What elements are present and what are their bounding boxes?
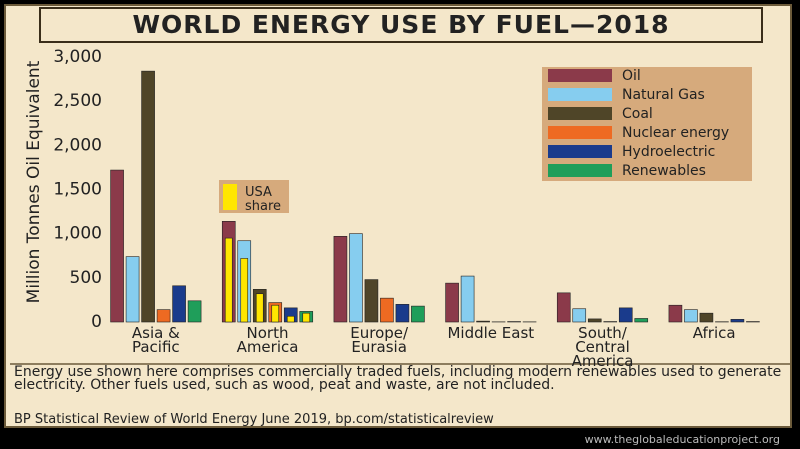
bar: [445, 282, 459, 323]
bar: [411, 305, 425, 323]
bar: [587, 318, 602, 323]
usa-share-bar: [224, 237, 233, 323]
usa-legend-swatch: [223, 184, 237, 210]
legend-label: Hydroelectric: [622, 144, 715, 160]
bar: [668, 304, 683, 323]
legend-swatch: [548, 145, 612, 158]
legend-swatch: [548, 107, 612, 120]
bar: [172, 285, 186, 323]
legend-swatch: [548, 126, 612, 139]
legend-swatch: [548, 164, 612, 177]
bar: [730, 319, 745, 323]
bar: [684, 309, 698, 323]
note: Energy use shown here comprises commerci…: [14, 364, 782, 393]
chart-title: WORLD ENERGY USE BY FUEL—2018: [132, 10, 669, 39]
x-tick-label: South/ Central America: [571, 324, 634, 370]
bar: [634, 318, 649, 323]
y-axis-label: Million Tonnes Oil Equivalent: [24, 60, 44, 303]
bar: [460, 275, 475, 323]
usa-share-bar: [240, 258, 249, 323]
usa-share-bar: [302, 312, 311, 323]
bar: [380, 297, 394, 323]
bar: [364, 279, 379, 323]
y-tick-label: 1,500: [53, 180, 102, 200]
legend-label: Oil: [622, 68, 641, 84]
bar: [141, 70, 155, 323]
bar: [476, 320, 490, 323]
y-tick-label: 500: [70, 268, 102, 288]
bar: [125, 256, 140, 323]
legend-label: Renewables: [622, 163, 706, 179]
x-tick-label: Europe/ Eurasia: [350, 324, 409, 356]
legend-box: [542, 67, 752, 181]
y-tick-label: 3,000: [53, 47, 102, 67]
source: BP Statistical Review of World Energy Ju…: [14, 412, 494, 427]
x-tick-label: Africa: [692, 324, 736, 342]
usa-share-bar: [271, 304, 280, 323]
x-tick-label: Middle East: [447, 324, 535, 342]
bar: [556, 292, 571, 323]
y-tick-label: 2,000: [53, 135, 102, 155]
bar: [333, 236, 348, 323]
y-tick-label: 2,500: [53, 91, 102, 111]
watermark: www.theglobaleducationproject.org: [584, 433, 780, 446]
bar: [110, 169, 124, 323]
usa-share-bar: [286, 315, 295, 323]
legend-label: Coal: [622, 106, 653, 122]
bar: [699, 312, 714, 323]
usa-legend-label: USA share: [245, 185, 281, 214]
x-tick-label: Asia & Pacific: [131, 324, 180, 356]
bar: [618, 307, 633, 323]
bar: [395, 304, 410, 323]
y-tick-label: 1,000: [53, 224, 102, 244]
legend-label: Natural Gas: [622, 87, 705, 103]
y-tick-label: 0: [91, 312, 102, 332]
legend-label: Nuclear energy: [622, 125, 729, 141]
legend-swatch: [548, 88, 612, 101]
legend-swatch: [548, 69, 612, 82]
bar: [349, 233, 363, 323]
x-tick-label: North America: [236, 324, 299, 356]
title-box: [39, 7, 763, 43]
bar: [156, 309, 171, 323]
bar: [572, 308, 587, 323]
bar: [187, 300, 202, 323]
usa-share-bar: [255, 293, 264, 323]
